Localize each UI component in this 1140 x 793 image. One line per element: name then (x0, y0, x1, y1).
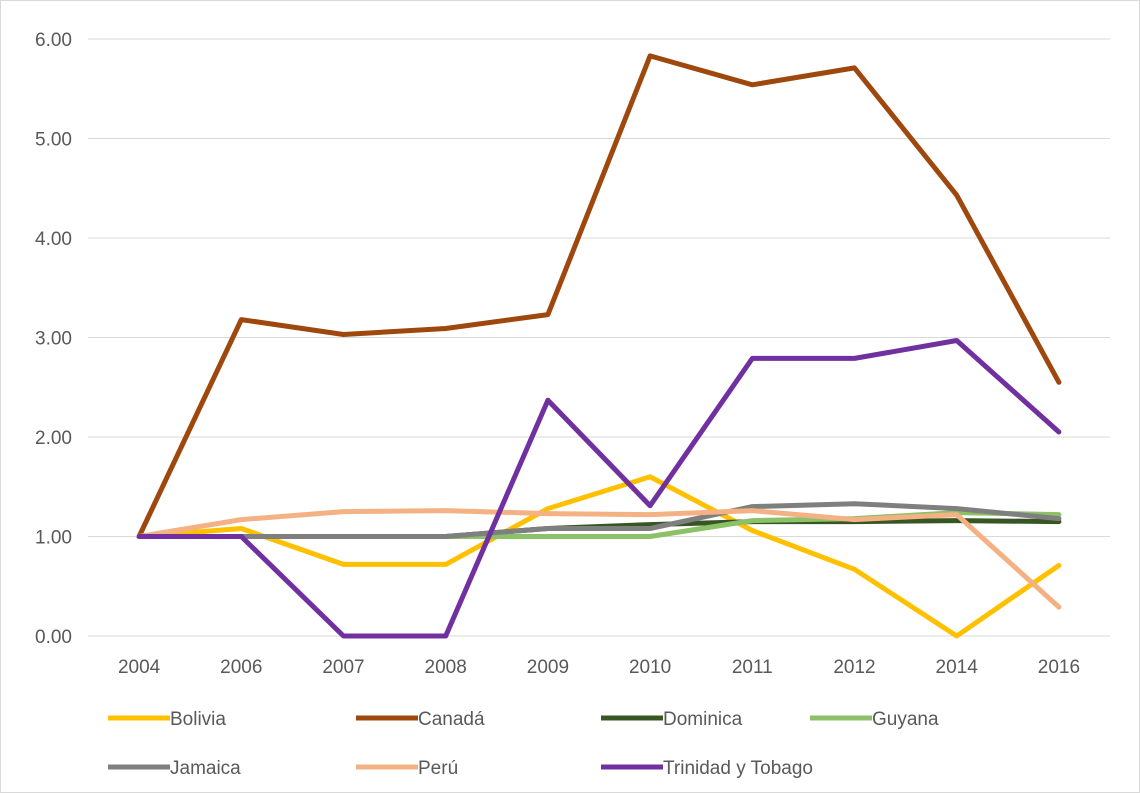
series-line-jamaica (136, 501, 1062, 539)
x-tick-label: 2016 (1038, 657, 1080, 678)
y-tick-label: 0.00 (35, 627, 72, 648)
x-tick-label: 2014 (936, 657, 979, 678)
series-line-canadá (136, 53, 1062, 539)
legend-item: Dominica (601, 709, 743, 730)
legend-label: Trinidad y Tobago (663, 758, 813, 779)
series-lines (136, 53, 1062, 639)
legend-item: Perú (356, 758, 458, 779)
legend-item: Jamaica (108, 758, 241, 779)
legend-item: Guyana (810, 709, 939, 730)
series-line-perú (136, 508, 1062, 610)
x-tick-label: 2009 (527, 657, 569, 678)
legend-label: Dominica (663, 709, 743, 730)
y-tick-label: 1.00 (35, 528, 72, 549)
legend-label: Perú (418, 758, 458, 779)
y-axis: 0.00 1.00 2.00 3.00 4.00 5.00 6.00 (35, 30, 72, 648)
legend-item: Trinidad y Tobago (601, 758, 813, 779)
legend-label: Guyana (872, 709, 939, 730)
legend-item: Canadá (356, 709, 485, 730)
series-line-trinidad-y-tobago (136, 338, 1062, 639)
legend-label: Jamaica (170, 758, 241, 779)
gridlines (88, 38, 1110, 637)
x-tick-label: 2012 (833, 657, 875, 678)
x-axis: 2004 2006 2007 2008 2009 2010 2011 2012 2014 2016 (118, 657, 1080, 678)
x-tick-label: 2011 (732, 657, 773, 678)
x-tick-label: 2007 (322, 657, 364, 678)
y-tick-label: 5.00 (35, 130, 72, 151)
legend: Bolivia Canadá Dominica Guyana Jamaica Perú Tr… (108, 709, 939, 779)
x-tick-label: 2008 (425, 657, 467, 678)
x-tick-label: 2010 (629, 657, 671, 678)
legend-label: Bolivia (170, 709, 226, 730)
y-tick-label: 6.00 (35, 30, 72, 51)
y-tick-label: 2.00 (35, 428, 72, 449)
series-line-bolivia (136, 474, 1062, 639)
legend-label: Canadá (418, 709, 485, 730)
y-tick-label: 3.00 (35, 329, 72, 350)
x-tick-label: 2004 (118, 657, 161, 678)
legend-item: Bolivia (108, 709, 226, 730)
x-tick-label: 2006 (220, 657, 262, 678)
y-tick-label: 4.00 (35, 229, 72, 250)
